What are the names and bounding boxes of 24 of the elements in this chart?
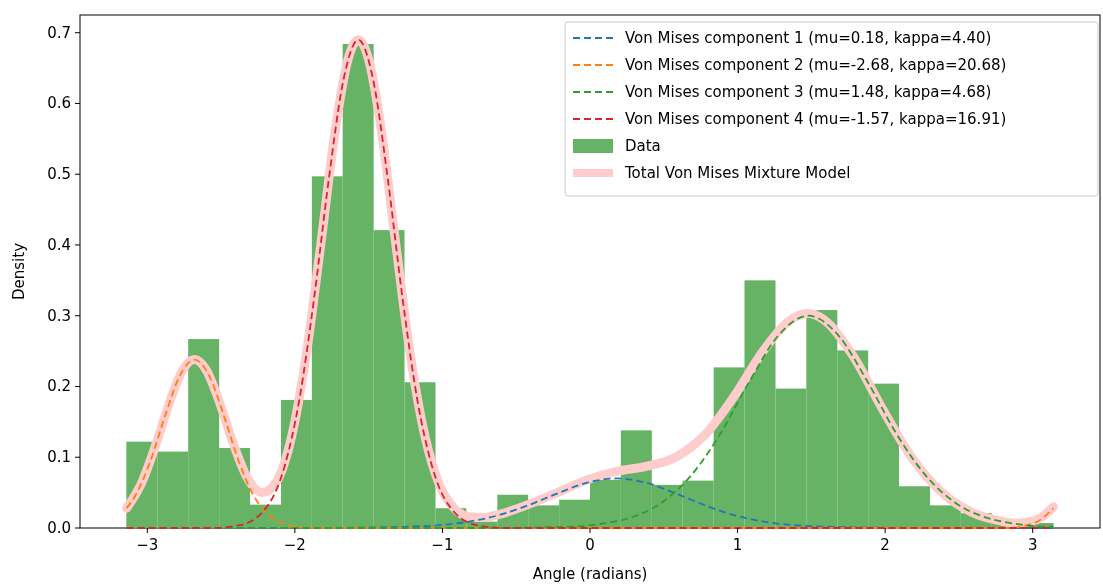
y-tick-label: 0.3 — [47, 306, 71, 325]
x-tick-label: −2 — [283, 536, 306, 554]
x-tick-label: 1 — [732, 536, 743, 554]
legend-label: Von Mises component 1 (mu=0.18, kappa=4.40) — [625, 29, 992, 47]
x-tick-label: −3 — [136, 536, 159, 554]
x-tick-label: 0 — [585, 536, 595, 554]
legend-label: Von Mises component 4 (mu=-1.57, kappa=16.91) — [625, 110, 1007, 128]
y-tick-label: 0.1 — [47, 448, 71, 467]
x-tick-label: −1 — [431, 536, 454, 554]
y-tick-label: 0.4 — [47, 235, 71, 254]
x-tick-label: 2 — [880, 536, 890, 554]
line-series — [125, 358, 1055, 529]
y-tick-label: 0.0 — [47, 519, 71, 537]
x-axis-title: Angle (radians) — [532, 565, 648, 583]
y-axis-title: Density — [10, 242, 28, 301]
legend-label: Von Mises component 3 (mu=1.48, kappa=4.68) — [625, 83, 992, 101]
legend-label: Data — [625, 137, 661, 155]
legend-label: Von Mises component 2 (mu=-2.68, kappa=20.68) — [625, 56, 1007, 74]
y-tick-label: 0.2 — [47, 377, 71, 396]
x-tick-label: 3 — [1027, 536, 1038, 554]
y-tick-label: 0.7 — [47, 23, 71, 42]
y-tick-label: 0.5 — [47, 165, 71, 184]
legend-label: Total Von Mises Mixture Model — [624, 164, 851, 182]
y-tick-label: 0.6 — [47, 94, 71, 113]
